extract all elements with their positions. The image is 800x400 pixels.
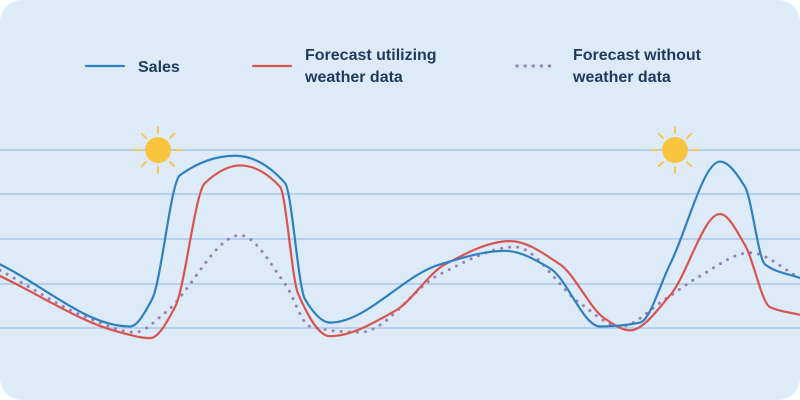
legend-item-forecast-with-weather: Forecast utilizing weather data [251,47,437,86]
forecast-without-weather-line [0,233,800,334]
legend-label: Forecast utilizing weather data [304,47,437,86]
legend-label: Forecast without weather data [572,47,702,86]
legend: Sales Forecast utilizing weather data Forec… [84,47,702,86]
annotation-layer [134,126,699,174]
sun-icon [134,126,182,174]
sun-icon [651,126,699,174]
forecast-with-weather-line [0,164,800,340]
legend-label: Sales [138,59,180,76]
sales-line [0,154,800,328]
series-layer [0,154,800,340]
legend-item-sales: Sales [84,59,180,76]
legend-item-forecast-without-weather: Forecast without weather data [515,47,702,86]
